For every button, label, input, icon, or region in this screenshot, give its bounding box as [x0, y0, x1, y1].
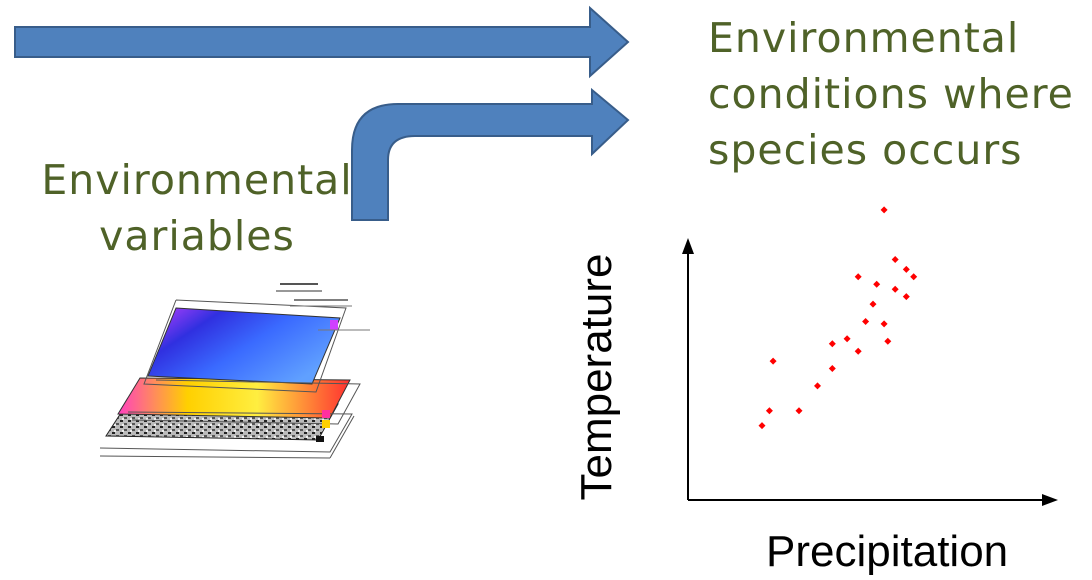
scatter-point-8 [843, 335, 851, 343]
y-axis-label: Temperature [572, 253, 621, 501]
scatter-point-10 [862, 317, 870, 325]
scatter-point-7 [828, 340, 836, 348]
scatter-point-14 [854, 273, 862, 281]
bent-arrow [351, 87, 630, 221]
scatter-point-16 [891, 285, 899, 293]
x-axis-label: Precipitation [766, 527, 1009, 576]
scatter-point-20 [910, 273, 918, 281]
x-axis-arrowhead [1042, 494, 1058, 506]
straight-arrow [14, 5, 630, 79]
scatter-point-1 [758, 422, 766, 430]
environmental-variables-label: Environmental variables [41, 156, 353, 260]
scatter-point-19 [902, 265, 910, 273]
scatter-point-11 [869, 300, 877, 308]
scatter-point-17 [902, 293, 910, 301]
scatter-point-5 [814, 382, 821, 390]
scatter-point-13 [884, 337, 892, 345]
scatter-point-21 [880, 206, 888, 214]
scatter-point-18 [891, 255, 899, 263]
scatter-point-3 [769, 357, 777, 365]
environmental-conditions-label: Environmental conditions where species o… [708, 14, 1074, 174]
raster-layers-illustration [99, 283, 370, 459]
scatter-point-12 [880, 320, 888, 328]
scatter-point-15 [873, 280, 881, 288]
scatter-point-2 [765, 407, 773, 415]
y-axis-arrowhead [682, 238, 694, 254]
scatter-point-6 [828, 365, 836, 373]
scatter-points [758, 206, 918, 430]
scatter-point-9 [854, 347, 862, 355]
scatter-axes [682, 238, 1058, 506]
scatter-point-4 [795, 407, 803, 415]
